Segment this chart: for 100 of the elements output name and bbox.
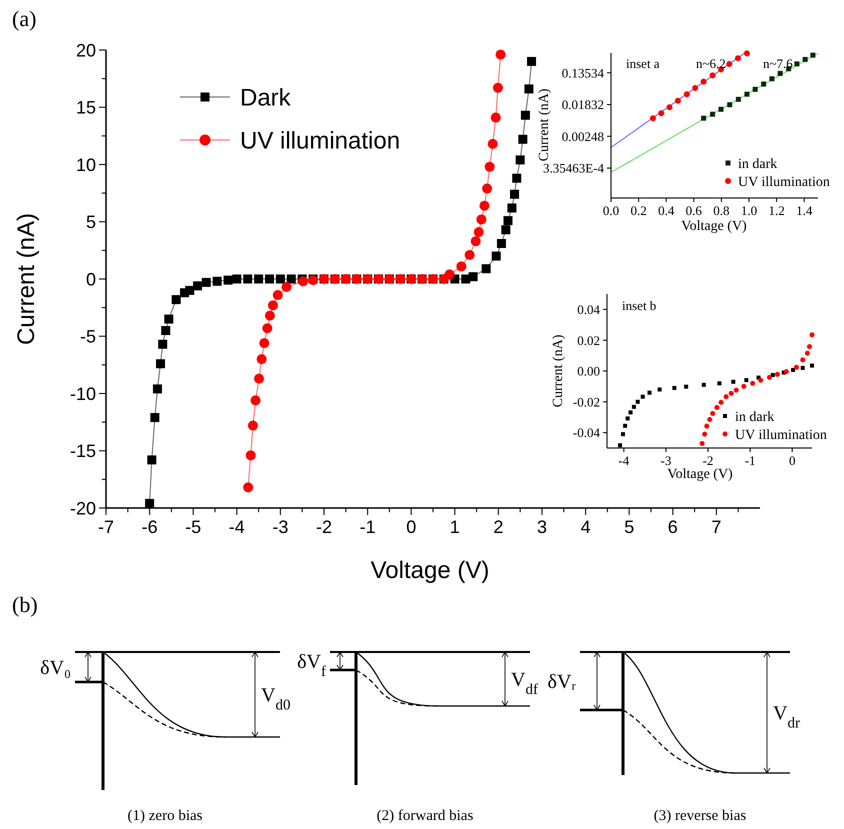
point <box>804 350 810 356</box>
x-tick-label: -6 <box>142 517 158 537</box>
point <box>710 72 716 78</box>
x-tick-label: -5 <box>185 517 202 537</box>
x-tick-label: -3 <box>660 453 672 468</box>
point <box>658 387 662 392</box>
point <box>503 216 512 226</box>
y-axis-title: Current (nA) <box>551 334 566 408</box>
y-tick-label: 0.04 <box>577 302 600 317</box>
point <box>470 236 481 246</box>
point <box>518 134 528 144</box>
point <box>770 373 775 378</box>
legend-label: in dark <box>735 410 774 425</box>
y-tick-label: 0.01832 <box>562 97 604 112</box>
x-tick-label: 7 <box>711 517 722 537</box>
y-tick-label: 0.00 <box>577 364 600 379</box>
point <box>479 200 490 211</box>
annotation: n~6.2 <box>696 56 726 71</box>
y-axis-title: Current (nA) <box>537 88 552 162</box>
point <box>810 364 814 368</box>
point <box>152 384 162 394</box>
point <box>774 372 780 377</box>
text: (1) zero bias <box>128 808 203 824</box>
point <box>702 382 706 387</box>
point <box>224 276 233 285</box>
x-tick-label: 0.6 <box>686 203 702 218</box>
y-tick-label: -0.04 <box>572 425 600 440</box>
text: (3) reverse bias <box>654 808 746 824</box>
text: V$_{df}$ <box>511 669 538 698</box>
text: V$_{d0}$ <box>261 684 290 714</box>
point <box>488 138 498 149</box>
point <box>766 374 772 380</box>
point <box>684 91 690 98</box>
y-tick-label: 20 <box>76 40 96 60</box>
x-axis-title: Voltage (V) <box>681 219 748 234</box>
point <box>524 84 534 94</box>
point <box>769 76 774 82</box>
point <box>286 274 296 284</box>
point <box>791 368 796 372</box>
x-tick-label: 1.0 <box>740 203 758 218</box>
point <box>185 286 194 295</box>
y-tick-label: -0.02 <box>572 394 600 410</box>
legend-label: UV illumination <box>240 127 400 154</box>
point <box>262 323 272 334</box>
y-tick-label: -15 <box>70 441 96 462</box>
point <box>731 380 736 384</box>
x-tick-label: 0.2 <box>630 203 647 218</box>
point <box>752 86 758 92</box>
point <box>147 455 156 464</box>
point <box>256 354 267 364</box>
point <box>802 56 808 62</box>
point <box>282 282 292 292</box>
x-tick-label: -2 <box>316 517 332 537</box>
x-axis-title: Voltage (V) <box>667 467 734 482</box>
x-tick-label: 3 <box>536 517 548 537</box>
point <box>243 274 252 284</box>
point <box>212 276 222 286</box>
point <box>520 110 530 120</box>
point <box>718 106 724 112</box>
point <box>758 378 764 383</box>
point <box>701 116 706 121</box>
point <box>726 60 732 67</box>
y-tick-label: -10 <box>70 384 96 404</box>
point <box>496 50 506 60</box>
point <box>806 344 812 350</box>
point <box>724 394 729 400</box>
point <box>510 190 520 199</box>
point <box>741 384 746 389</box>
legend-label: Dark <box>240 84 292 112</box>
x-tick-label: -1 <box>360 517 376 537</box>
point <box>702 432 708 437</box>
x-tick-label: 1.4 <box>796 203 813 218</box>
annotation: inset a <box>626 56 660 71</box>
point <box>246 450 256 460</box>
point <box>674 98 681 104</box>
point <box>810 52 816 58</box>
point <box>728 390 734 396</box>
point <box>272 290 283 300</box>
y-tick-label: 0 <box>86 269 96 290</box>
text: δV₀ <box>40 657 72 679</box>
point <box>276 274 285 284</box>
point <box>156 359 165 368</box>
annotation: n~7.6 <box>763 56 794 71</box>
point <box>254 274 264 284</box>
x-tick-label: -2 <box>702 453 714 468</box>
point <box>516 155 525 164</box>
point <box>704 424 710 429</box>
point <box>800 366 805 370</box>
point <box>492 82 503 93</box>
point <box>714 405 720 410</box>
point <box>484 162 495 172</box>
point <box>650 115 656 122</box>
point <box>658 110 664 116</box>
point <box>623 424 628 428</box>
point <box>232 274 242 284</box>
point <box>628 410 633 414</box>
point <box>666 104 673 110</box>
x-tick-label: 1.2 <box>768 203 785 218</box>
text: δVᵣ <box>548 671 576 693</box>
y-tick-label: 10 <box>76 154 96 175</box>
